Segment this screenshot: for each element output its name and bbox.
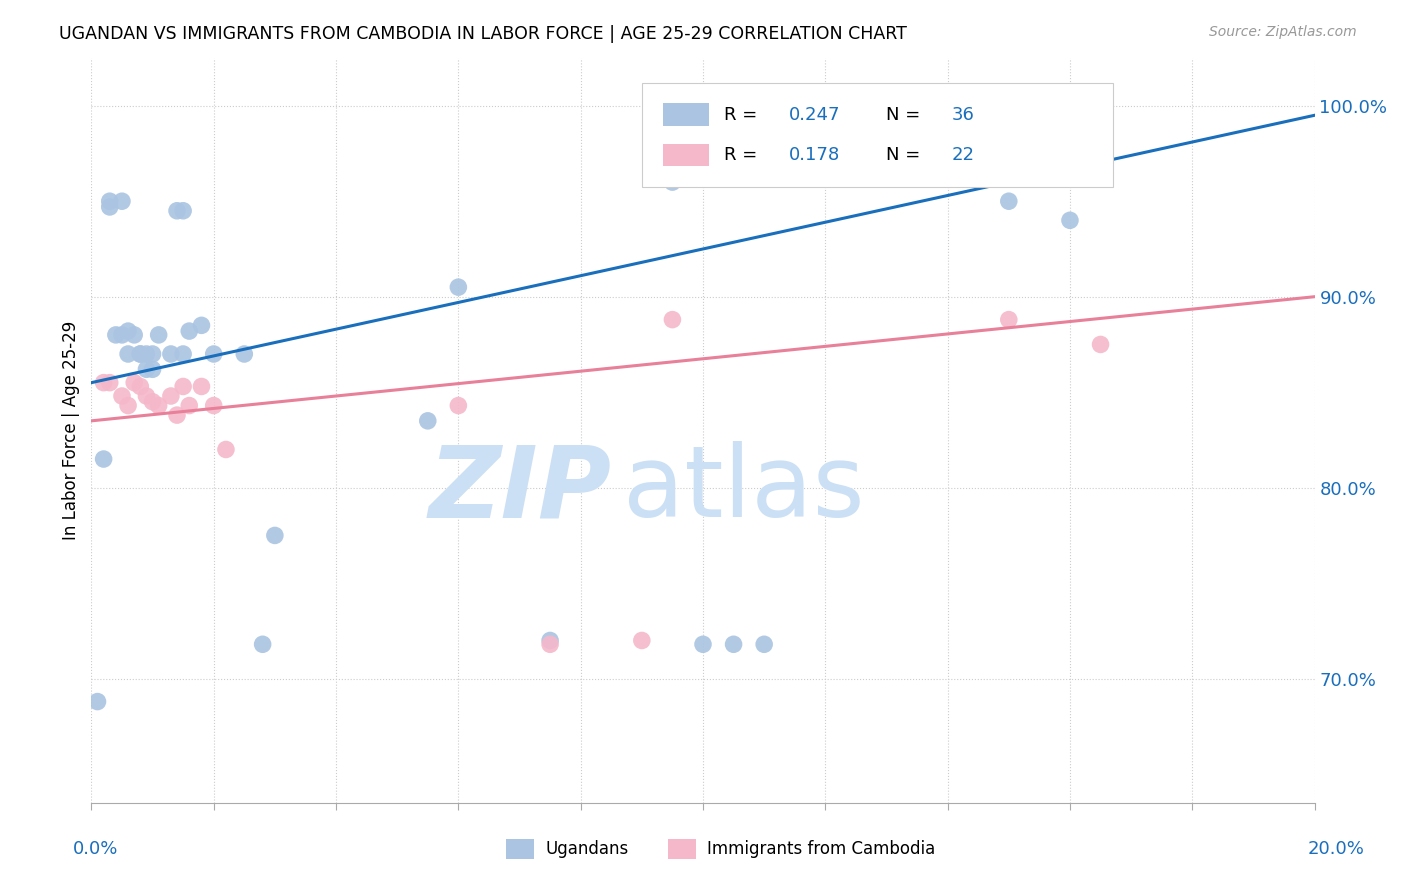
Point bbox=[166, 203, 188, 218]
Point bbox=[754, 637, 776, 651]
Point bbox=[179, 324, 201, 338]
Point bbox=[98, 200, 121, 214]
Point bbox=[98, 376, 121, 390]
Text: ZIP: ZIP bbox=[429, 442, 612, 539]
Point bbox=[141, 347, 163, 361]
Y-axis label: In Labor Force | Age 25-29: In Labor Force | Age 25-29 bbox=[62, 321, 80, 540]
Bar bbox=[662, 103, 709, 126]
FancyBboxPatch shape bbox=[643, 83, 1112, 186]
Point bbox=[172, 203, 194, 218]
Point bbox=[202, 347, 225, 361]
Point bbox=[190, 318, 212, 333]
Point bbox=[166, 408, 188, 422]
Point bbox=[416, 414, 439, 428]
Point bbox=[93, 376, 115, 390]
Point bbox=[1090, 337, 1112, 351]
Text: Source: ZipAtlas.com: Source: ZipAtlas.com bbox=[1209, 25, 1357, 39]
Text: N =: N = bbox=[887, 105, 927, 124]
Point bbox=[252, 637, 274, 651]
Point bbox=[538, 633, 561, 648]
Text: R =: R = bbox=[724, 145, 763, 164]
Point bbox=[661, 312, 683, 326]
Text: atlas: atlas bbox=[623, 442, 865, 539]
Point bbox=[723, 637, 745, 651]
Point bbox=[93, 452, 115, 467]
Point bbox=[190, 379, 212, 393]
Point bbox=[135, 347, 157, 361]
Point bbox=[129, 379, 152, 393]
Point bbox=[135, 362, 157, 376]
Text: UGANDAN VS IMMIGRANTS FROM CAMBODIA IN LABOR FORCE | AGE 25-29 CORRELATION CHART: UGANDAN VS IMMIGRANTS FROM CAMBODIA IN L… bbox=[59, 25, 907, 43]
Point bbox=[172, 347, 194, 361]
Point bbox=[98, 194, 121, 209]
Point bbox=[447, 399, 470, 413]
Point bbox=[111, 327, 134, 342]
Text: R =: R = bbox=[724, 105, 763, 124]
Point bbox=[141, 394, 163, 409]
Text: Immigrants from Cambodia: Immigrants from Cambodia bbox=[707, 840, 935, 858]
Point bbox=[148, 327, 170, 342]
Point bbox=[122, 376, 145, 390]
Point bbox=[117, 324, 139, 338]
Point bbox=[111, 389, 134, 403]
Text: 0.247: 0.247 bbox=[789, 105, 841, 124]
Point bbox=[160, 347, 183, 361]
Point bbox=[661, 175, 683, 189]
Point bbox=[122, 327, 145, 342]
Point bbox=[233, 347, 256, 361]
Text: N =: N = bbox=[887, 145, 927, 164]
Point bbox=[1059, 213, 1081, 227]
Point bbox=[215, 442, 238, 457]
Point bbox=[998, 312, 1021, 326]
Point bbox=[692, 637, 714, 651]
Point bbox=[264, 528, 287, 542]
Point bbox=[447, 280, 470, 294]
Text: 20.0%: 20.0% bbox=[1308, 840, 1364, 858]
Point bbox=[86, 695, 108, 709]
Point bbox=[160, 389, 183, 403]
Point bbox=[104, 327, 127, 342]
Bar bbox=[662, 144, 709, 166]
Text: 36: 36 bbox=[952, 105, 974, 124]
Point bbox=[141, 362, 163, 376]
Point bbox=[111, 194, 134, 209]
Point bbox=[179, 399, 201, 413]
Text: 22: 22 bbox=[952, 145, 974, 164]
Point bbox=[998, 194, 1021, 209]
Text: 0.0%: 0.0% bbox=[73, 840, 118, 858]
Point bbox=[202, 399, 225, 413]
Text: Ugandans: Ugandans bbox=[546, 840, 628, 858]
Point bbox=[172, 379, 194, 393]
Point bbox=[538, 637, 561, 651]
Text: 0.178: 0.178 bbox=[789, 145, 839, 164]
Point bbox=[129, 347, 152, 361]
Point bbox=[135, 389, 157, 403]
Point bbox=[117, 399, 139, 413]
Point bbox=[117, 347, 139, 361]
Point bbox=[148, 399, 170, 413]
Point bbox=[631, 633, 654, 648]
Point bbox=[129, 347, 152, 361]
